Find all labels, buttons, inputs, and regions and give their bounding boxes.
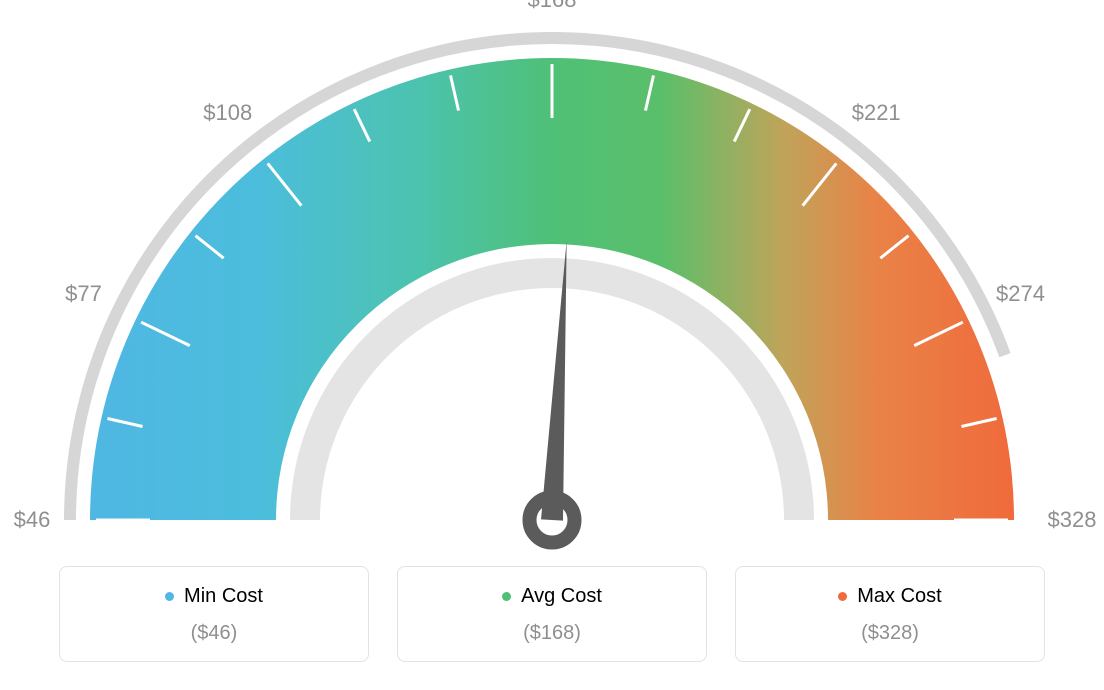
legend-title-text: Avg Cost <box>521 585 602 608</box>
dot-icon <box>502 592 511 601</box>
gauge-tick-label: $168 <box>528 0 577 13</box>
gauge-chart: $46 $77 $108 $168 $221 $274 $328 <box>0 0 1104 560</box>
gauge-svg <box>0 0 1104 560</box>
legend-title-text: Min Cost <box>184 585 263 608</box>
gauge-tick-label: $221 <box>852 100 901 126</box>
gauge-tick-label: $108 <box>203 100 252 126</box>
legend-title-min: Min Cost <box>165 585 263 608</box>
legend-card-avg: Avg Cost ($168) <box>397 566 707 662</box>
gauge-tick-label: $274 <box>996 281 1045 307</box>
gauge-tick-label: $77 <box>65 281 102 307</box>
legend-title-avg: Avg Cost <box>502 585 602 608</box>
legend-card-max: Max Cost ($328) <box>735 566 1045 662</box>
dot-icon <box>165 592 174 601</box>
legend-card-min: Min Cost ($46) <box>59 566 369 662</box>
legend-value-min: ($46) <box>60 622 368 645</box>
legend-title-text: Max Cost <box>857 585 941 608</box>
legend-row: Min Cost ($46) Avg Cost ($168) Max Cost … <box>0 566 1104 662</box>
dot-icon <box>838 592 847 601</box>
gauge-tick-label: $46 <box>14 507 51 533</box>
legend-value-avg: ($168) <box>398 622 706 645</box>
gauge-tick-label: $328 <box>1048 507 1097 533</box>
legend-value-max: ($328) <box>736 622 1044 645</box>
legend-title-max: Max Cost <box>838 585 941 608</box>
